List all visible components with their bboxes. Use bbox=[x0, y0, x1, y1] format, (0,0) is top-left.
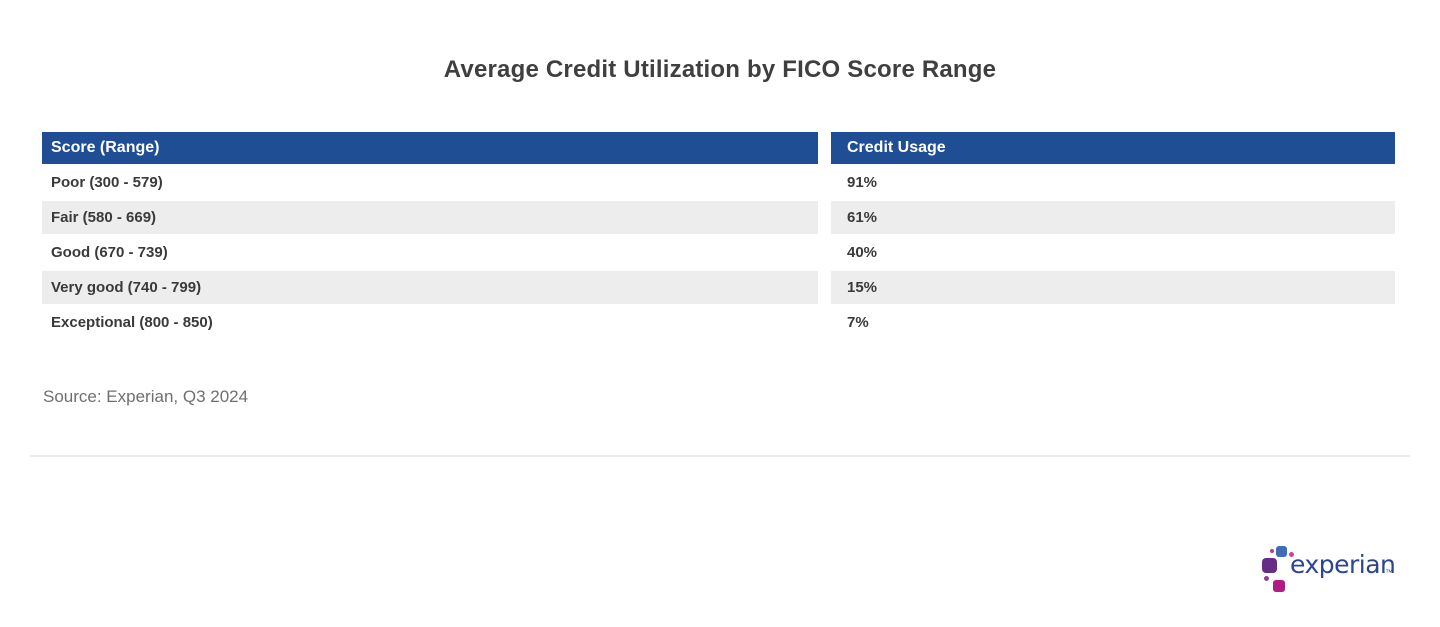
experian-logo[interactable]: experian ™ bbox=[1260, 542, 1410, 600]
column-header-credit-usage: Credit Usage bbox=[818, 132, 1395, 166]
table-row: Exceptional (800 - 850) 7% bbox=[42, 306, 1395, 341]
divider bbox=[30, 455, 1410, 457]
table-row: Very good (740 - 799) 15% bbox=[42, 271, 1395, 306]
page-title: Average Credit Utilization by FICO Score… bbox=[443, 56, 997, 83]
credit-usage-cell: 91% bbox=[818, 166, 1395, 201]
source-note: Source: Experian, Q3 2024 bbox=[43, 387, 249, 406]
score-range-cell: Exceptional (800 - 850) bbox=[42, 306, 818, 341]
table-row: Poor (300 - 579) 91% bbox=[42, 166, 1395, 201]
experian-logo-dot-icon bbox=[1276, 546, 1287, 557]
experian-logo-wordmark: experian bbox=[1290, 550, 1396, 579]
score-range-cell: Good (670 - 739) bbox=[42, 236, 818, 271]
credit-usage-cell: 61% bbox=[818, 201, 1395, 236]
experian-logo-dot-icon bbox=[1273, 580, 1285, 592]
credit-usage-cell: 40% bbox=[818, 236, 1395, 271]
experian-logo-dot-icon bbox=[1270, 549, 1274, 553]
experian-logo-dot-icon bbox=[1289, 552, 1294, 557]
table-header-row: Score (Range) Credit Usage bbox=[42, 132, 1395, 166]
table-row: Good (670 - 739) 40% bbox=[42, 236, 1395, 271]
column-header-score-range: Score (Range) bbox=[42, 132, 818, 166]
trademark-symbol: ™ bbox=[1385, 568, 1393, 577]
table-row: Fair (580 - 669) 61% bbox=[42, 201, 1395, 236]
credit-utilization-table: Score (Range) Credit Usage Poor (300 - 5… bbox=[42, 132, 1395, 341]
score-range-cell: Fair (580 - 669) bbox=[42, 201, 818, 236]
score-range-cell: Very good (740 - 799) bbox=[42, 271, 818, 306]
experian-logo-dot-icon bbox=[1262, 558, 1277, 573]
experian-logo-dot-icon bbox=[1264, 576, 1269, 581]
score-range-cell: Poor (300 - 579) bbox=[42, 166, 818, 201]
credit-usage-cell: 15% bbox=[818, 271, 1395, 306]
credit-usage-cell: 7% bbox=[818, 306, 1395, 341]
